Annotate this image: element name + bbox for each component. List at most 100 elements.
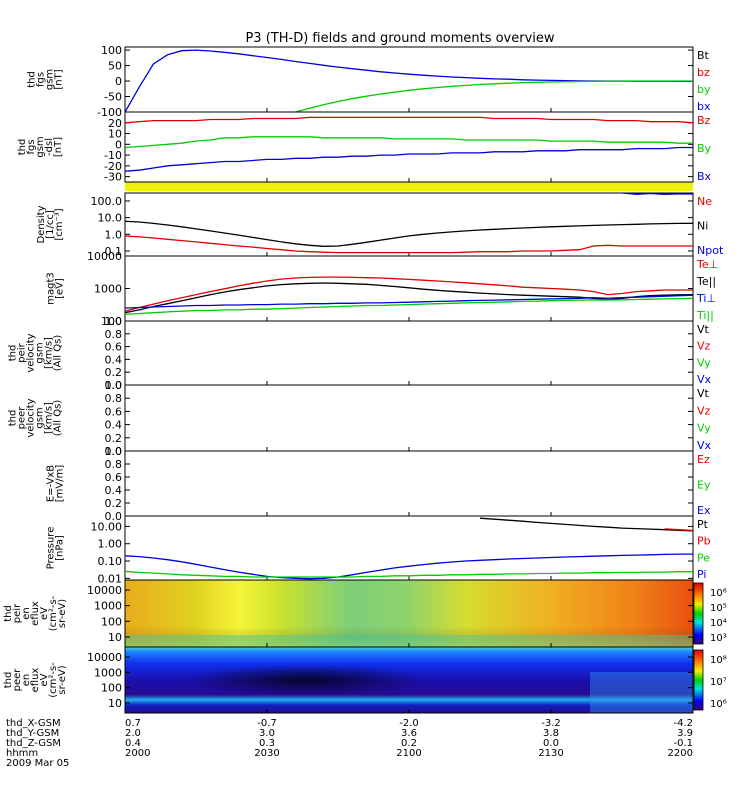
y-tick-label: -30 — [104, 171, 122, 184]
y-axis-label-line: peer — [12, 668, 23, 692]
legend-item-by: by — [697, 83, 711, 96]
y-tick-label: 100 — [101, 44, 122, 57]
y-tick-label: 10.00 — [91, 520, 123, 533]
legend-item-Pi: Pi — [697, 568, 706, 581]
panel-temperature: 10000 1000 100 magt3[eV] Te⊥ Te|| Ti⊥ Ti|| — [46, 250, 719, 328]
y-axis-label-line: (cm²-s- — [48, 595, 59, 631]
legend-item-Te||: Te|| — [696, 275, 716, 288]
footer-value: 3.9 — [677, 728, 693, 739]
y-tick-label: 0 — [115, 75, 122, 88]
colorbar-tick-label: 10⁵ — [710, 603, 727, 614]
series-Te⊥ — [124, 276, 693, 312]
y-axis-label-line: thd — [27, 71, 38, 88]
y-axis-label-line: (All Qs) — [53, 400, 64, 437]
footer-value: 3.0 — [259, 728, 275, 739]
legend-item-Npot: Npot — [697, 244, 724, 257]
series-Pb — [664, 528, 694, 532]
electron-spectrogram-late — [590, 672, 693, 713]
footer-value: -0.1 — [673, 738, 693, 749]
chart-title: P3 (TH-D) fields and ground moments over… — [245, 31, 554, 46]
y-axis-label-line: [nPa] — [55, 535, 66, 561]
y-tick-label: 0.1 — [105, 245, 123, 258]
y-axis-label-line: [km/s] — [44, 402, 55, 434]
y-tick-label: 0.0 — [105, 379, 123, 392]
y-axis-label-line: gsm — [35, 342, 46, 363]
y-axis-label-line: thd — [17, 139, 28, 156]
footer-value: 0.0 — [543, 738, 559, 749]
legend-item-Te⊥: Te⊥ — [696, 258, 718, 271]
y-axis-label-line: [km/s] — [44, 337, 55, 369]
y-axis-label-line: gsm — [35, 407, 46, 428]
legend-item-bz: bz — [697, 66, 710, 79]
footer-value: 0.7 — [125, 718, 141, 729]
y-axis-label-line: magt3 — [46, 272, 57, 305]
y-tick-label: 10000 — [87, 584, 122, 597]
panel-density: 100.0 10.0 1.0 0.1 Density[1/cc][cm⁻³] Ne Ni Np… — [36, 192, 724, 258]
series-Npot — [621, 192, 694, 195]
legend-item-Vz: Vz — [697, 340, 711, 353]
y-tick-label: 1.0 — [105, 379, 123, 392]
series-Bx — [124, 146, 693, 172]
legend-item-Ne: Ne — [697, 195, 712, 208]
legend-item-By: By — [697, 142, 712, 155]
y-tick-label: 1000 — [94, 666, 122, 679]
footer-row-label: thd_Y-GSM — [6, 728, 59, 739]
y-axis-label-line: gsm — [45, 69, 56, 90]
y-axis-label-line: eV — [39, 673, 50, 686]
legend-item-bx: bx — [697, 100, 711, 113]
legend-item-Ez: Ez — [697, 453, 710, 466]
series-Pe — [124, 570, 693, 578]
y-axis-label-line: en — [21, 607, 32, 620]
y-tick-label: 0.10 — [98, 555, 123, 568]
y-axis-label-line: velocity — [26, 398, 37, 437]
legend-item-Bt: Bt — [697, 49, 710, 62]
y-tick-label: -100 — [97, 106, 122, 119]
footer-value: 2200 — [668, 748, 693, 759]
y-tick-label: 100.0 — [91, 195, 123, 208]
footer-value: 2100 — [396, 748, 421, 759]
panel-peer_eflux: 10⁸ 10⁷ 10⁶ 10000 1000 100 10 thdpeerenefluxeV(… — [3, 646, 727, 714]
colorbar-tick-label: 10³ — [710, 633, 727, 644]
y-axis-label: thdpeirenefluxeV(cm²-s-sr-eV) — [3, 595, 68, 631]
y-tick-label: 0.6 — [105, 341, 123, 354]
series-Ti⊥ — [124, 294, 694, 309]
legend-item-Vx: Vx — [697, 373, 712, 386]
y-tick-label: 0.8 — [105, 328, 123, 341]
y-tick-label: 0.8 — [105, 392, 123, 405]
y-tick-label: 1.0 — [105, 445, 123, 458]
footer-value: 2130 — [538, 748, 563, 759]
y-axis-label-line: Pressure — [46, 527, 57, 570]
y-axis-label-line: thd — [3, 672, 14, 689]
y-axis-label-line: [eV] — [55, 278, 66, 299]
footer-date: 2009 Mar 05 — [6, 758, 69, 769]
legend-item-Ex: Ex — [697, 504, 711, 517]
y-tick-label: 100 — [101, 682, 122, 695]
colorbar-tick-label: 10⁷ — [710, 677, 727, 688]
legend-item-Vy: Vy — [697, 422, 711, 435]
legend-item-Ni: Ni — [697, 220, 708, 233]
y-axis-label-line: eflux — [30, 601, 41, 626]
footer-value: -0.7 — [257, 718, 277, 729]
colorbar — [693, 649, 704, 711]
legend-item-Vt: Vt — [697, 387, 710, 400]
panel-frame — [124, 111, 694, 183]
y-axis-label-line: peir — [17, 342, 28, 362]
footer-value: 0.2 — [401, 738, 417, 749]
series-Ne — [124, 235, 693, 254]
footer-value: 3.6 — [401, 728, 417, 739]
footer-value: 0.3 — [259, 738, 275, 749]
footer-value: 2.0 — [125, 728, 141, 739]
panel-fgs_gsm: 100 50 0 -50 -100 thdfgsgsm[nT] Bt bz by bx — [27, 44, 711, 119]
y-tick-label: 0.4 — [105, 353, 123, 366]
footer-value: -2.0 — [399, 718, 419, 729]
y-tick-label: 1.0 — [105, 315, 123, 328]
y-axis-label-line: en — [21, 674, 32, 687]
footer-value: 0.4 — [125, 738, 141, 749]
footer-value: -3.2 — [541, 718, 561, 729]
y-axis-label: thdfgsgsm-dsl[nT] — [17, 136, 64, 157]
y-tick-label: 10000 — [87, 250, 122, 263]
y-axis-label-line: eV — [39, 607, 50, 620]
y-tick-label: 0.4 — [105, 484, 123, 497]
series-Ti|| — [124, 297, 694, 316]
